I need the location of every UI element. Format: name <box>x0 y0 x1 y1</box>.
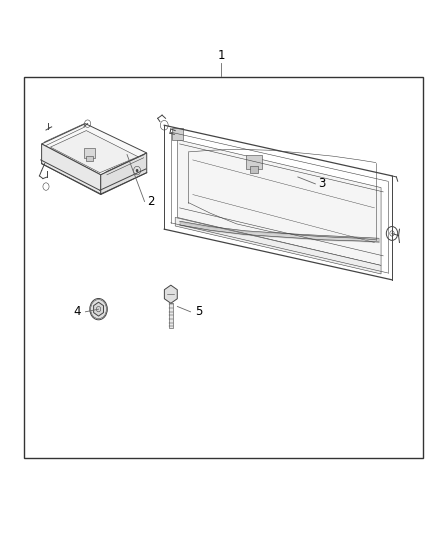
Bar <box>172 128 183 140</box>
Bar <box>86 156 93 161</box>
Bar <box>169 303 173 328</box>
Polygon shape <box>177 140 381 265</box>
Text: 5: 5 <box>196 305 203 318</box>
Circle shape <box>136 169 138 172</box>
Text: 3: 3 <box>318 177 325 190</box>
Bar <box>84 148 95 158</box>
Polygon shape <box>175 217 381 274</box>
Circle shape <box>91 300 106 319</box>
Polygon shape <box>164 285 177 303</box>
Text: 4: 4 <box>73 305 81 318</box>
Bar <box>250 166 258 173</box>
Polygon shape <box>42 144 101 195</box>
Polygon shape <box>50 131 138 173</box>
Polygon shape <box>42 124 147 175</box>
Text: 1: 1 <box>217 50 225 62</box>
Bar <box>24 77 423 458</box>
Polygon shape <box>94 302 103 316</box>
Text: 2: 2 <box>147 195 155 208</box>
Polygon shape <box>101 153 147 195</box>
Bar <box>246 155 262 169</box>
